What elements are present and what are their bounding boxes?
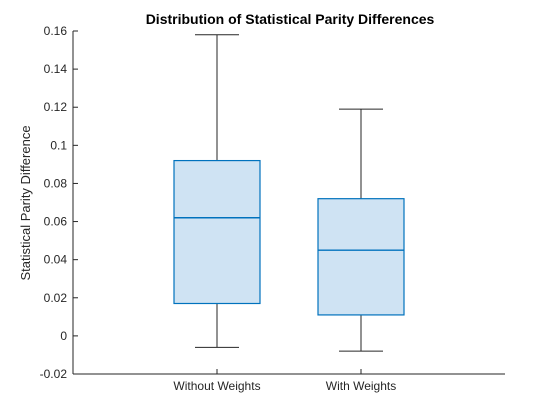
x-tick-label: Without Weights: [173, 379, 260, 393]
boxes: [173, 34, 405, 352]
box-group: [317, 108, 405, 352]
iqr-box: [317, 198, 405, 316]
box-group: [173, 34, 261, 348]
chart-title: Distribution of Statistical Parity Diffe…: [146, 11, 435, 27]
axes: -0.02 0 0.02 0.04 0.06 0.08 0.1 0.12 0.14 0.16 Wit…: [40, 24, 505, 393]
iqr-box: [173, 159, 261, 305]
y-tick-label: 0.14: [44, 62, 68, 76]
y-tick-label: 0.04: [44, 253, 68, 267]
y-axis-label: Statistical Parity Difference: [18, 125, 33, 280]
y-tick-label: -0.02: [40, 367, 68, 381]
y-tick-label: 0.16: [44, 24, 68, 38]
y-tick-label: 0: [60, 329, 67, 343]
y-tick-label: 0.02: [44, 291, 68, 305]
y-tick-label: 0.08: [44, 176, 68, 190]
y-tick-label: 0.06: [44, 215, 68, 229]
y-tick-label: 0.12: [44, 100, 68, 114]
x-tick-label: With Weights: [326, 379, 396, 393]
y-tick-label: 0.1: [50, 138, 67, 152]
